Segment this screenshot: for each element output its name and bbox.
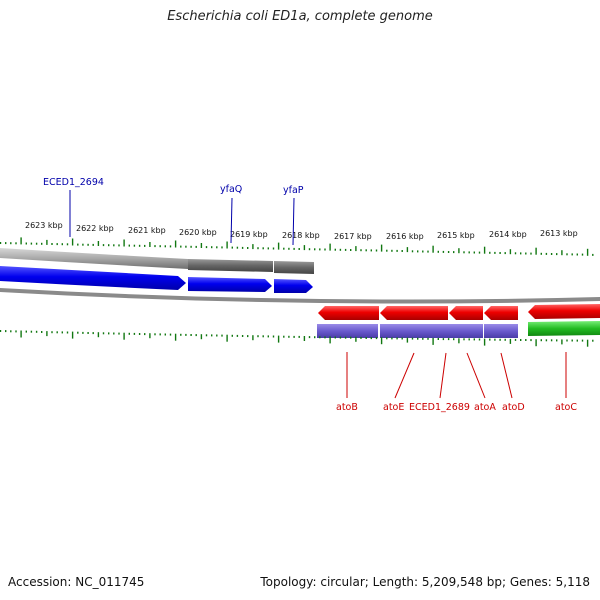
reverse-cds-arrow (484, 306, 518, 320)
reverse-gene-band (317, 324, 378, 338)
leader-line (394, 352, 415, 399)
forward-cds-arrow (274, 279, 313, 293)
kbp-label: 2620 kbp (179, 228, 217, 237)
leader-line (466, 352, 486, 399)
reverse-gene-band (380, 324, 483, 338)
leader-line (439, 352, 447, 399)
genome-summary-text: Topology: circular; Length: 5,209,548 bp… (260, 575, 590, 589)
kbp-label: 2613 kbp (540, 229, 578, 238)
kbp-label: 2615 kbp (437, 231, 475, 240)
kbp-label: 2619 kbp (230, 230, 268, 239)
kbp-label: 2621 kbp (128, 226, 166, 235)
forward-gene-band-yfaQ (188, 259, 273, 272)
reverse-cds-arrow (449, 306, 483, 320)
genome-backbone (0, 288, 600, 304)
kbp-label: 2616 kbp (386, 232, 424, 241)
kbp-label: 2622 kbp (76, 224, 114, 233)
kbp-label: 2614 kbp (489, 230, 527, 239)
gene-label-atoD: atoD (502, 402, 525, 413)
kbp-label: 2618 kbp (282, 231, 320, 240)
gene-label-yfaQ: yfaQ (220, 184, 242, 195)
forward-cds-arrow (0, 266, 186, 290)
kbp-label: 2617 kbp (334, 232, 372, 241)
accession-text: Accession: NC_011745 (8, 575, 145, 589)
gene-label-yfaP: yfaP (283, 185, 304, 196)
gene-label-atoB: atoB (336, 402, 358, 413)
kbp-label: 2623 kbp (25, 221, 63, 230)
reverse-cds-arrow (528, 304, 600, 319)
forward-cds-arrow (188, 277, 272, 292)
reverse-cds-arrow (318, 306, 379, 320)
forward-scale-ticks (0, 237, 594, 256)
gene-label-ECED1_2694: ECED1_2694 (43, 177, 104, 188)
reverse-cds-arrow (380, 306, 448, 320)
map-title: Escherichia coli ED1a, complete genome (167, 9, 433, 24)
reverse-scale-ticks (0, 330, 594, 347)
kbp-scale-labels: 2623 kbp 2622 kbp 2621 kbp 2620 kbp 2619… (25, 221, 578, 241)
leader-line (500, 352, 513, 399)
gene-label-atoA: atoA (474, 402, 496, 413)
leader-line (292, 197, 295, 246)
reverse-gene-labels: atoB atoE ECED1_2689 atoA atoD atoC (336, 352, 577, 413)
forward-gene-band-light (0, 248, 188, 269)
leader-line (230, 197, 233, 244)
gene-label-ECED1_2689: ECED1_2689 (409, 402, 470, 413)
gene-label-atoC: atoC (555, 402, 577, 413)
forward-gene-labels: ECED1_2694 yfaQ yfaP (43, 177, 304, 246)
reverse-gene-band-green (528, 321, 600, 336)
reverse-gene-band (484, 324, 518, 338)
gene-label-atoE: atoE (383, 402, 404, 413)
forward-gene-band-yfaP (274, 261, 314, 274)
